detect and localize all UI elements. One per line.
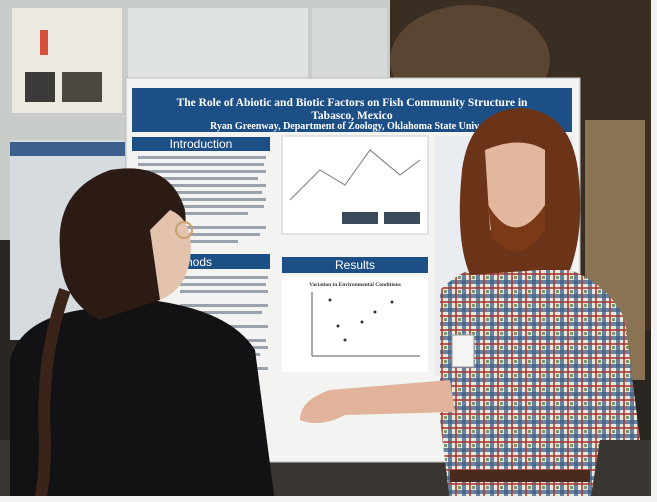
poster-title: The Role of Abiotic and Biotic Factors o…	[177, 97, 528, 109]
back-poster-photo	[25, 72, 55, 102]
back-poster	[312, 8, 387, 78]
back-poster-bar	[40, 30, 48, 55]
back-poster	[128, 8, 308, 78]
photo: The Role of Abiotic and Biotic Factors o…	[0, 0, 657, 502]
section-title: Results	[335, 258, 375, 272]
frame-edge	[651, 0, 657, 502]
man-belt	[450, 470, 590, 482]
figure-title: Variation in Environmental Conditions	[309, 282, 401, 288]
frame-edge	[0, 496, 657, 502]
results-figure	[282, 276, 428, 372]
fish-photo	[384, 212, 420, 224]
section-title: Introduction	[170, 137, 233, 151]
page: The Role of Abiotic and Biotic Factors o…	[0, 0, 657, 502]
fish-photo	[342, 212, 378, 224]
name-badge	[452, 335, 474, 367]
back-poster-header	[10, 142, 125, 156]
poster-author: Ryan Greenway, Department of Zoology, Ok…	[210, 121, 479, 132]
back-poster-photo	[62, 72, 102, 102]
